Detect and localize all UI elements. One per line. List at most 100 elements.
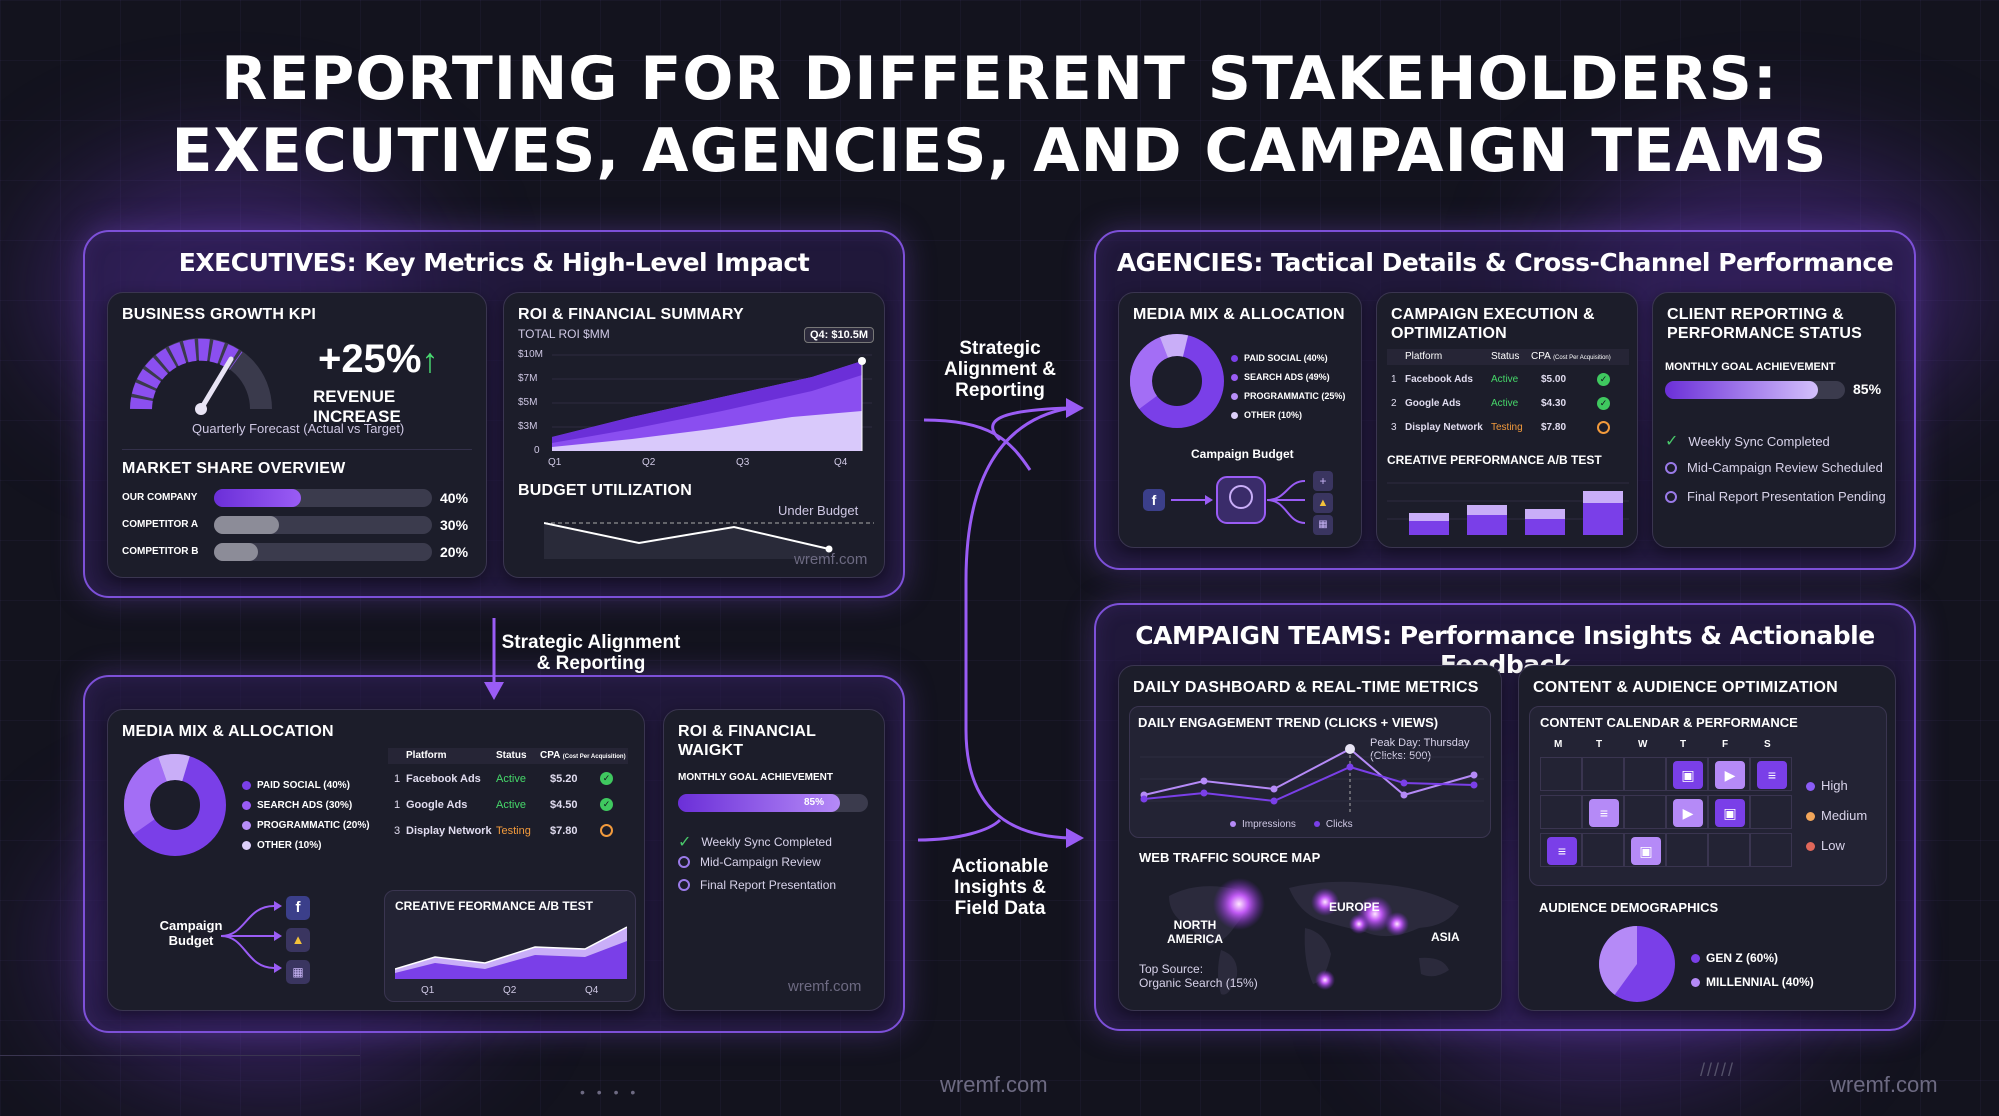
table-header bbox=[1387, 349, 1629, 365]
divider bbox=[122, 449, 472, 450]
calendar-cell: ▶ bbox=[1708, 757, 1750, 791]
agencies-panel-title: AGENCIES: Tactical Details & Cross-Chann… bbox=[1116, 248, 1894, 277]
agency-media-mix-title: MEDIA MIX & ALLOCATION bbox=[1133, 306, 1345, 323]
calendar-cell bbox=[1708, 833, 1750, 867]
table-row: 3 Display Network Testing $7.80 bbox=[1391, 421, 1631, 434]
content-post-icon[interactable]: ▣ bbox=[1631, 837, 1661, 865]
google-ads-icon: ▲ bbox=[1313, 493, 1333, 513]
engagement-line-chart bbox=[1140, 744, 1484, 813]
calendar-day: S bbox=[1764, 739, 1771, 750]
kpi-value: +25%↑ bbox=[318, 337, 439, 381]
roi-summary-card: ROI & FINANCIAL SUMMARY TOTAL ROI $MM $1… bbox=[503, 292, 885, 578]
budget-line-chart bbox=[544, 522, 874, 559]
budget-flow-arrows bbox=[220, 901, 282, 973]
campaign-budget-label: Campaign Budget bbox=[159, 918, 223, 948]
x-tick: Q1 bbox=[421, 985, 435, 996]
business-growth-card: BUSINESS GROWTH KPI +25%↑ REVENUE INCREA… bbox=[107, 292, 487, 578]
calendar-cell bbox=[1666, 833, 1708, 867]
calendar-cell bbox=[1540, 757, 1582, 791]
share-bar-competitor-b bbox=[214, 543, 432, 561]
roi-subtitle: TOTAL ROI $MM bbox=[518, 327, 610, 341]
watermark: wremf.com bbox=[788, 978, 862, 995]
executives-panel: EXECUTIVES: Key Metrics & High-Level Imp… bbox=[83, 230, 905, 598]
content-post-icon[interactable]: ▶ bbox=[1673, 799, 1703, 827]
calendar-title: CONTENT CALENDAR & PERFORMANCE bbox=[1540, 715, 1798, 730]
peak-annotation: Peak Day: Thursday (Clicks: 500) bbox=[1370, 737, 1470, 762]
budget-label: Under Budget bbox=[778, 503, 859, 518]
ab-test-title: CREATIVE PERFORMANCE A/B TEST bbox=[1387, 453, 1602, 467]
check-icon: ✓ bbox=[678, 834, 692, 851]
calendar-cell bbox=[1582, 833, 1624, 867]
calendar-day: T bbox=[1680, 739, 1687, 750]
budget-title: BUDGET UTILIZATION bbox=[518, 482, 692, 499]
arrow-up-icon: ↑ bbox=[421, 342, 439, 380]
calendar-cell bbox=[1540, 795, 1582, 829]
calendar-cell: ▶ bbox=[1666, 795, 1708, 829]
content-audience-card: CONTENT & AUDIENCE OPTIMIZATION CONTENT … bbox=[1518, 665, 1896, 1011]
share-label: COMPETITOR B bbox=[122, 546, 199, 557]
agencies-panel: AGENCIES: Tactical Details & Cross-Chann… bbox=[1094, 230, 1916, 570]
ab-test-area-chart bbox=[395, 926, 627, 979]
goal-title: MONTHLY GOAL ACHIEVEMENT bbox=[678, 772, 834, 783]
trend-legend: Impressions Clicks bbox=[1230, 819, 1353, 830]
status-item: Mid-Campaign Review bbox=[678, 855, 821, 869]
status-item: ✓ Weekly Sync Completed bbox=[1665, 433, 1830, 450]
calendar-cell: ≡ bbox=[1582, 795, 1624, 829]
region-north-america: NORTH AMERICA bbox=[1167, 918, 1223, 946]
table-row: 3 Display Network Testing $7.80 bbox=[394, 824, 624, 837]
roi-area-chart bbox=[552, 354, 872, 451]
roi-title: ROI & FINANCIAL SUMMARY bbox=[518, 306, 744, 323]
status-item: Final Report Presentation bbox=[678, 878, 836, 892]
content-post-icon[interactable]: ▣ bbox=[1673, 761, 1703, 789]
calendar-cell: ≡ bbox=[1540, 833, 1582, 867]
kpi-title: BUSINESS GROWTH KPI bbox=[122, 306, 317, 323]
campaign-teams-panel: CAMPAIGN TEAMS: Performance Insights & A… bbox=[1094, 603, 1916, 1031]
display-network-icon: ▦ bbox=[286, 960, 310, 984]
circle-icon bbox=[1665, 461, 1677, 474]
calendar-day: W bbox=[1638, 739, 1648, 750]
ab-test-title: CREATIVE FEORMANCE A/B TEST bbox=[395, 899, 594, 913]
calendar-cell: ▣ bbox=[1708, 795, 1750, 829]
agency-media-mix-legend: PAID SOCIAL (40%) SEARCH ADS (49%) PROGR… bbox=[1231, 349, 1345, 425]
x-tick: Q3 bbox=[736, 457, 750, 468]
kpi-caption: Quarterly Forecast (Actual vs Target) bbox=[192, 421, 405, 436]
page-title-line2: EXECUTIVES, AGENCIES, AND CAMPAIGN TEAMS bbox=[171, 116, 1828, 186]
pending-icon bbox=[1597, 421, 1610, 434]
world-map bbox=[1169, 878, 1459, 995]
execution-title-line1: CAMPAIGN EXECUTION & bbox=[1391, 306, 1595, 323]
content-title: CONTENT & AUDIENCE OPTIMIZATION bbox=[1533, 679, 1838, 696]
demographics-legend: GEN Z (60%) MILLENNIAL (40%) bbox=[1691, 946, 1814, 994]
calendar-cell: ▣ bbox=[1624, 833, 1666, 867]
x-tick: Q4 bbox=[585, 985, 599, 996]
circle-icon bbox=[678, 879, 690, 891]
content-post-icon[interactable]: ▣ bbox=[1715, 799, 1745, 827]
content-post-icon[interactable]: ≡ bbox=[1589, 799, 1619, 827]
circle-icon bbox=[1665, 490, 1677, 503]
map-title: WEB TRAFFIC SOURCE MAP bbox=[1139, 850, 1321, 865]
client-title-line1: CLIENT REPORTING & bbox=[1667, 306, 1844, 323]
media-mix-legend: PAID SOCIAL (40%) SEARCH ADS (30%) PROGR… bbox=[242, 776, 370, 856]
table-row: 1 Facebook Ads Active $5.20 ✓ bbox=[394, 772, 624, 785]
share-label: COMPETITOR A bbox=[122, 519, 199, 530]
content-calendar-card: CONTENT CALENDAR & PERFORMANCE M T W T F… bbox=[1529, 706, 1887, 886]
flow-label-left: Strategic Alignment & Reporting bbox=[501, 632, 681, 674]
media-mix-title: MEDIA MIX & ALLOCATION bbox=[122, 723, 334, 740]
content-post-icon[interactable]: ▶ bbox=[1715, 761, 1745, 789]
content-post-icon[interactable]: ≡ bbox=[1757, 761, 1787, 789]
check-icon: ✓ bbox=[600, 798, 613, 811]
facebook-icon: f bbox=[286, 896, 310, 920]
google-ads-icon: ▲ bbox=[286, 928, 310, 952]
calendar-cell bbox=[1750, 795, 1792, 829]
agency-media-mix-donut bbox=[1130, 334, 1224, 428]
table-header-cell: Status bbox=[496, 750, 527, 761]
kpi-label: REVENUE INCREASE bbox=[313, 387, 401, 426]
table-header-cell: Status bbox=[1491, 351, 1520, 362]
circle-icon bbox=[678, 856, 690, 868]
top-source: Top Source: Organic Search (15%) bbox=[1139, 962, 1258, 990]
agency-ab-bar-chart bbox=[1387, 482, 1629, 535]
status-item: Mid-Campaign Review Scheduled bbox=[1665, 460, 1883, 475]
client-title-line2: PERFORMANCE STATUS bbox=[1667, 325, 1863, 342]
watermark: wremf.com bbox=[794, 551, 868, 568]
goal-title: MONTHLY GOAL ACHIEVEMENT bbox=[1665, 361, 1836, 373]
content-post-icon[interactable]: ≡ bbox=[1547, 837, 1577, 865]
